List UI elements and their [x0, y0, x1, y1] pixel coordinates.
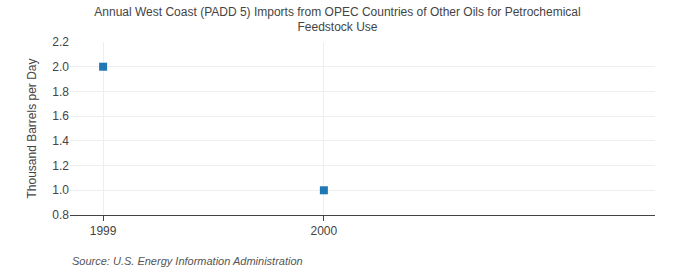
- svg-text:1.4: 1.4: [52, 134, 69, 148]
- svg-text:Thousand Barrels per Day: Thousand Barrels per Day: [25, 58, 39, 198]
- svg-text:2.2: 2.2: [52, 35, 69, 49]
- svg-text:1.2: 1.2: [52, 159, 69, 173]
- svg-text:1.0: 1.0: [52, 183, 69, 197]
- svg-text:2.0: 2.0: [52, 60, 69, 74]
- svg-text:0.8: 0.8: [52, 208, 69, 222]
- svg-text:Annual West Coast (PADD 5) Imp: Annual West Coast (PADD 5) Imports from …: [94, 5, 580, 35]
- svg-text:1.6: 1.6: [52, 109, 69, 123]
- svg-text:1999: 1999: [90, 224, 117, 238]
- svg-text:Source: U.S. Energy Informatio: Source: U.S. Energy Information Administ…: [72, 255, 303, 267]
- svg-text:1.8: 1.8: [52, 85, 69, 99]
- svg-text:2000: 2000: [311, 224, 338, 238]
